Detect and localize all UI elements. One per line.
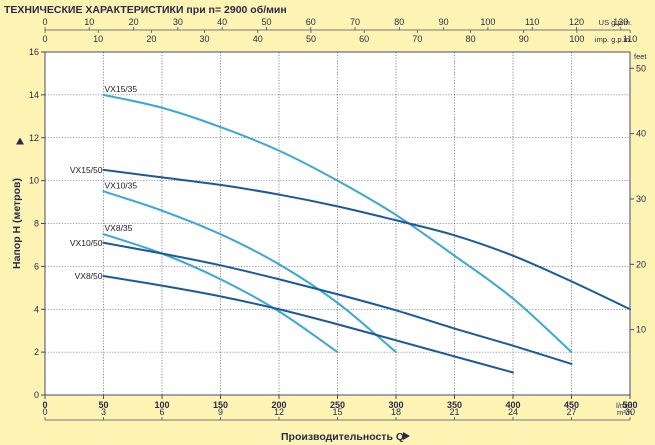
x-impgpm-tick-label: 10	[93, 34, 103, 44]
x-usgpm-tick-label: 120	[569, 17, 584, 27]
x-impgpm-unit: imp. g.p.m.	[595, 35, 632, 44]
y-right-tick-label: 10	[636, 325, 646, 335]
x-lmin-tick-label: 350	[447, 400, 462, 410]
curve-label: VX15/35	[105, 84, 138, 94]
y-left-tick-label: 16	[29, 47, 39, 57]
x-usgpm-tick-label: 90	[439, 17, 449, 27]
x-usgpm-tick-label: 60	[306, 17, 316, 27]
x-impgpm-tick-label: 30	[200, 34, 210, 44]
x-lmin-tick-label: 500	[622, 400, 637, 410]
x-lmin-tick-label: 50	[98, 400, 108, 410]
x-m3h-tick-label: 6	[159, 407, 164, 417]
x-usgpm-tick-label: 50	[261, 17, 271, 27]
y-right-tick-label: 50	[636, 63, 646, 73]
x-m3h-tick-label: 18	[391, 407, 401, 417]
x-impgpm-tick-label: 0	[42, 34, 47, 44]
x-m3h-unit: m³/h	[617, 408, 632, 417]
y-axis-arrow-icon	[16, 137, 24, 145]
y-left-tick-label: 4	[34, 304, 39, 314]
x-m3h-tick-label: 3	[101, 407, 106, 417]
x-impgpm-tick-label: 110	[623, 34, 637, 44]
x-m3h-tick-label: 27	[566, 407, 576, 417]
x-impgpm-tick-label: 50	[306, 34, 316, 44]
x-m3h-tick-label: 24	[508, 407, 518, 417]
curve-vx10-50	[102, 241, 573, 365]
x-axis-title: Производительность Q	[281, 431, 404, 443]
curve-vx15-50	[102, 168, 631, 311]
x-m3h-tick-label: 21	[449, 407, 459, 417]
x-impgpm-tick-label: 90	[519, 34, 529, 44]
x-lmin-tick-label: 450	[564, 400, 579, 410]
y-left-tick-label: 8	[34, 219, 39, 229]
x-usgpm-tick-label: 110	[525, 17, 539, 27]
x-m3h-tick-label: 30	[625, 407, 635, 417]
y-left-tick-label: 6	[34, 261, 39, 271]
y-axis-title: Напор H (метров)	[11, 178, 23, 269]
curve-label: VX10/35	[105, 180, 138, 190]
curve-vx8-50	[102, 275, 514, 374]
curve-label: VX8/50	[75, 271, 103, 281]
x-lmin-tick-label: 200	[271, 400, 286, 410]
x-m3h-tick-label: 0	[42, 407, 47, 417]
x-axis-arrow-icon	[403, 432, 410, 440]
x-lmin-tick-label: 150	[213, 400, 228, 410]
y-left-tick-label: 14	[29, 90, 39, 100]
x-usgpm-tick-label: 70	[350, 17, 360, 27]
x-usgpm-tick-label: 0	[42, 17, 47, 27]
y-left-tick-label: 2	[34, 347, 39, 357]
x-usgpm-tick-label: 20	[129, 17, 139, 27]
x-lmin-tick-label: 400	[505, 400, 520, 410]
y-right-tick-label: 20	[636, 259, 646, 269]
x-impgpm-tick-label: 60	[359, 34, 369, 44]
x-lmin-tick-label: 100	[154, 400, 169, 410]
x-impgpm-tick-label: 20	[146, 34, 156, 44]
x-m3h-tick-label: 9	[218, 407, 223, 417]
x-usgpm-tick-label: 130	[613, 17, 628, 27]
x-usgpm-tick-label: 30	[173, 17, 183, 27]
curve-vx8-35	[102, 233, 339, 354]
x-usgpm-tick-label: 10	[84, 17, 94, 27]
curve-vx15-35	[102, 93, 573, 354]
curve-label: VX15/50	[70, 165, 103, 175]
x-impgpm-tick-label: 80	[466, 34, 476, 44]
x-m3h-tick-label: 15	[332, 407, 342, 417]
x-usgpm-tick-label: 40	[217, 17, 227, 27]
x-lmin-tick-label: 250	[330, 400, 345, 410]
x-m3h-tick-label: 12	[274, 407, 284, 417]
x-impgpm-tick-label: 100	[569, 34, 584, 44]
curve-label: VX8/35	[105, 223, 133, 233]
x-lmin-tick-label: 0	[42, 400, 47, 410]
x-lmin-tick-label: 300	[388, 400, 403, 410]
x-usgpm-tick-label: 80	[394, 17, 404, 27]
x-impgpm-tick-label: 40	[253, 34, 263, 44]
y-left-tick-label: 12	[29, 133, 39, 143]
y-left-tick-label: 0	[34, 390, 39, 400]
x-usgpm-unit: US g.p.m.	[599, 18, 632, 27]
curve-label: VX10/50	[70, 238, 103, 248]
y-left-tick-label: 10	[29, 176, 39, 186]
x-usgpm-tick-label: 100	[480, 17, 495, 27]
curve-vx10-35	[102, 190, 397, 354]
y-right-tick-label: 40	[636, 129, 646, 139]
y-right-unit: feet	[634, 52, 647, 61]
axis-labels: Напор H (метров) Производительность Q	[11, 137, 410, 443]
x-lmin-unit: l/min	[616, 401, 632, 410]
y-right-tick-label: 30	[636, 194, 646, 204]
x-impgpm-tick-label: 70	[412, 34, 422, 44]
chart-title: ТЕХНИЧЕСКИЕ ХАРАКТЕРИСТИКИ при n= 2900 о…	[4, 4, 287, 16]
